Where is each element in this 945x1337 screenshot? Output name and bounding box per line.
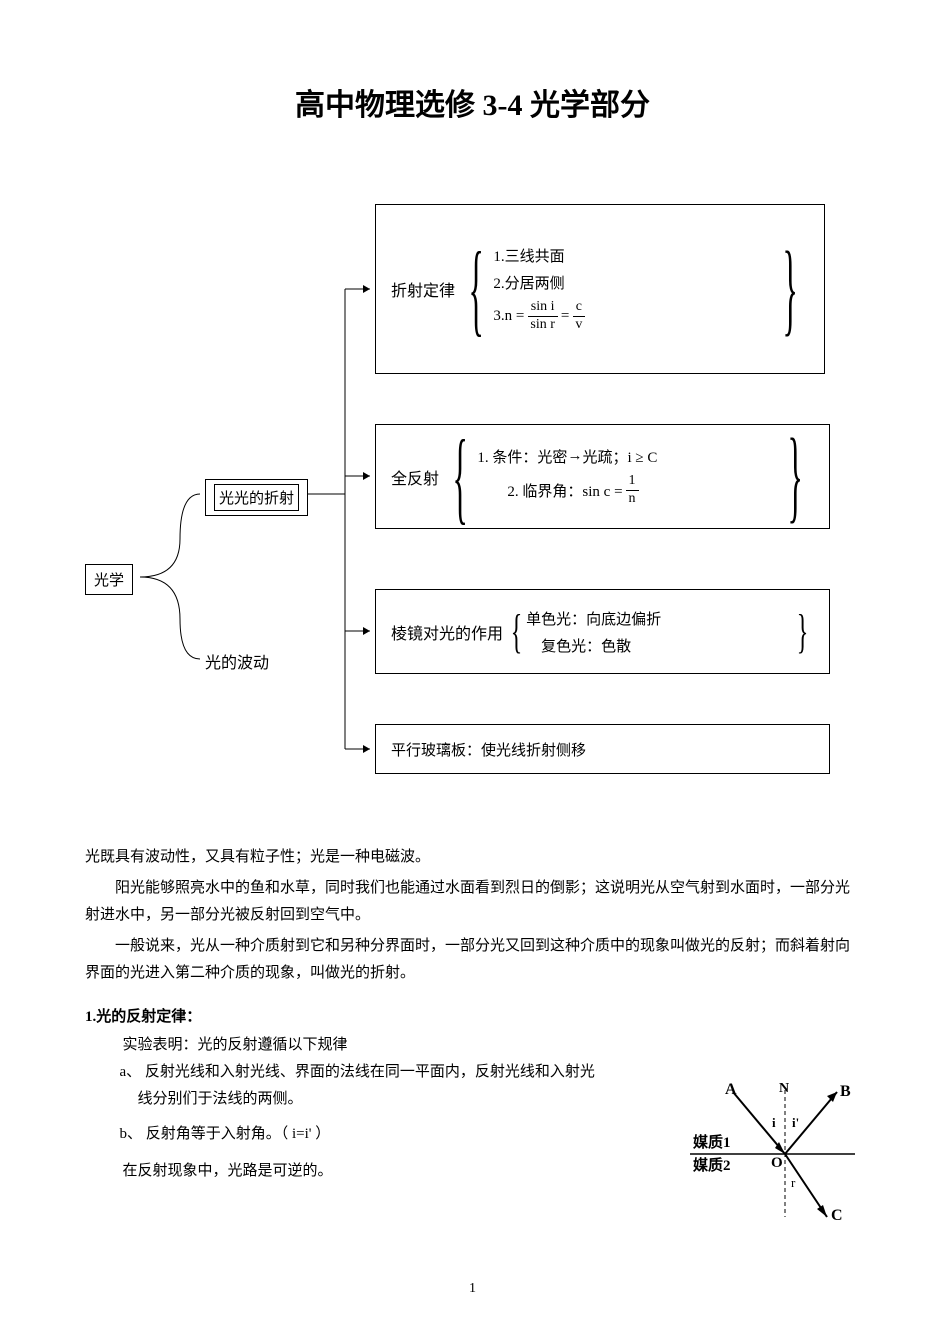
box1-item3-prefix: 3.n = [493, 308, 524, 325]
fraction-c-v: c v [572, 299, 585, 334]
fig-label-i: i [772, 1115, 776, 1130]
box2-label: 全反射 [391, 465, 439, 489]
page-title: 高中物理选修 3-4 光学部分 [85, 80, 860, 124]
box4-text: 平行玻璃板：使光线折射侧移 [391, 739, 586, 760]
section-1-head: 1.光的反射定律： [85, 1005, 860, 1026]
paragraph-1: 光既具有波动性，又具有粒子性；光是一种电磁波。 [85, 844, 860, 871]
box2-item1: 1. 条件：光密 → 光疏；i ≥ C [477, 446, 657, 467]
box2-item1a: 1. 条件：光密 [477, 446, 567, 467]
box1-item1: 1.三线共面 [493, 245, 588, 266]
eq-sign: = [561, 308, 569, 325]
fig-medium2: 媒质2 [693, 1156, 731, 1174]
fig-label-ip: i' [792, 1115, 799, 1130]
fraction-sini-sinr: sin i sin r [527, 299, 558, 334]
node-wave: 光的波动 [205, 649, 269, 673]
brace-open-icon: { [511, 608, 523, 656]
brace-open-icon: { [469, 237, 484, 341]
concept-diagram: 光学 光光的折射 光的波动 折射定律 { 1.三线共面 2.分居两侧 3.n =… [85, 179, 860, 809]
brace-open-icon: { [453, 425, 468, 529]
box2-item1b: 光疏；i ≥ C [582, 446, 657, 467]
box2-item2-prefix: 2. 临界角：sin c = [507, 480, 622, 501]
node-wave-label: 光的波动 [205, 655, 269, 672]
frac-num: 1 [626, 473, 639, 491]
brace-close-icon: } [787, 417, 802, 535]
box-prism: 棱镜对光的作用 { 单色光：向底边偏折 复色光：色散 } [375, 589, 830, 674]
fig-label-A: A [725, 1082, 737, 1098]
node-refraction-label: 光光的折射 [214, 484, 299, 511]
section-1-intro: 实验表明：光的反射遵循以下规律 [123, 1032, 861, 1059]
node-optics-label: 光学 [94, 573, 124, 589]
paragraph-3: 一般说来，光从一种介质射到它和另种分界面时，一部分光又回到这种介质中的现象叫做光… [85, 933, 860, 987]
box2-item2: 2. 临界角：sin c = 1 n [507, 473, 657, 508]
box3-item2: 复色光：色散 [541, 635, 661, 656]
box3-item1: 单色光：向底边偏折 [526, 608, 661, 629]
fig-label-O: O [771, 1155, 783, 1171]
fig-label-C: C [831, 1207, 843, 1224]
brace-close-icon: } [797, 604, 809, 659]
fraction-1-n: 1 n [626, 473, 639, 508]
box3-label: 棱镜对光的作用 [391, 620, 503, 644]
box-refraction-law: 折射定律 { 1.三线共面 2.分居两侧 3.n = sin i sin r =… [375, 204, 825, 374]
reflection-figure: A N B i i' 媒质1 媒质2 O r C [685, 1082, 860, 1227]
box-total-reflection: 全反射 { 1. 条件：光密 → 光疏；i ≥ C 2. 临界角：sin c =… [375, 424, 830, 529]
box1-label: 折射定律 [391, 277, 455, 301]
node-refraction: 光光的折射 [205, 479, 308, 516]
frac2-den: v [572, 317, 585, 334]
fig-label-r: r [791, 1175, 796, 1190]
box1-item2: 2.分居两侧 [493, 272, 588, 293]
fig-label-N: N [779, 1082, 789, 1096]
arrow-icon: → [567, 448, 582, 465]
paragraph-2: 阳光能够照亮水中的鱼和水草，同时我们也能通过水面看到烈日的倒影；这说明光从空气射… [85, 875, 860, 929]
node-optics: 光学 [85, 564, 133, 595]
box-parallel-glass: 平行玻璃板：使光线折射侧移 [375, 724, 830, 774]
frac1-den: sin r [527, 317, 558, 334]
frac2-num: c [573, 299, 585, 317]
frac1-num: sin i [528, 299, 558, 317]
frac-den: n [626, 491, 639, 508]
fig-medium1: 媒质1 [693, 1133, 731, 1151]
box1-item3: 3.n = sin i sin r = c v [493, 299, 588, 334]
fig-label-B: B [840, 1083, 851, 1100]
page-number: 1 [0, 1281, 945, 1297]
brace-close-icon: } [782, 230, 797, 348]
